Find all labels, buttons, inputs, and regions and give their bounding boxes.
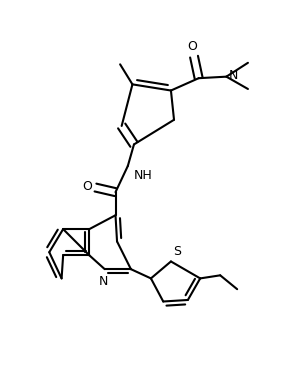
Text: O: O <box>188 40 197 52</box>
Text: NH: NH <box>133 169 152 182</box>
Text: O: O <box>82 180 92 192</box>
Text: N: N <box>229 69 238 82</box>
Text: S: S <box>173 245 181 258</box>
Text: N: N <box>99 275 108 288</box>
